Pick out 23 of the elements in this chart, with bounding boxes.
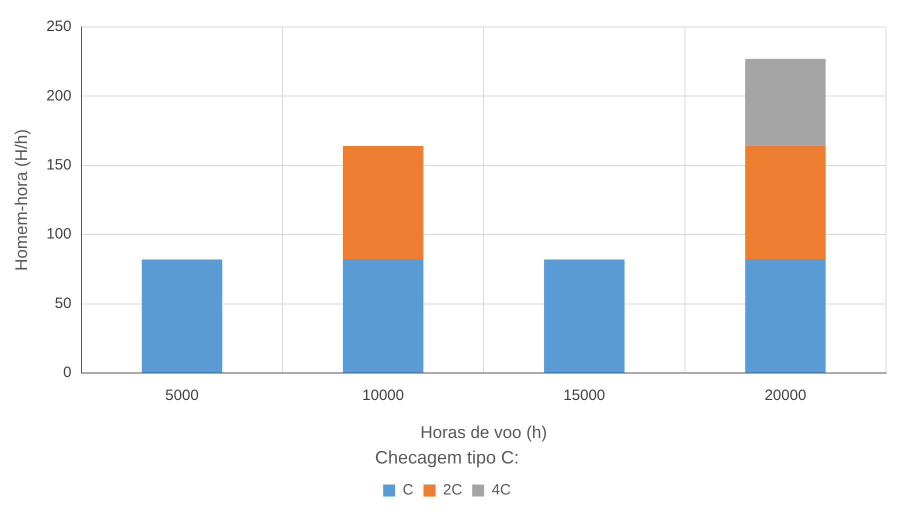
bar bbox=[745, 260, 826, 372]
x-axis-title: Horas de voo (h) bbox=[420, 422, 548, 442]
y-tick-label: 100 bbox=[46, 226, 72, 243]
y-tick-label: 0 bbox=[63, 364, 72, 382]
bar bbox=[544, 260, 625, 372]
x-tick-label: 5000 bbox=[165, 387, 199, 404]
legend-label: 2C bbox=[442, 482, 462, 499]
legend-title: Checagem tipo C: bbox=[374, 447, 520, 468]
y-tick-label: 50 bbox=[54, 294, 72, 312]
x-tick-label: 10000 bbox=[362, 387, 404, 404]
bar bbox=[745, 146, 826, 260]
y-axis-title: Homem-hora (H/h) bbox=[12, 129, 31, 271]
x-tick-label: 20000 bbox=[764, 387, 806, 404]
bar bbox=[142, 260, 222, 372]
bar bbox=[342, 260, 424, 372]
bar bbox=[745, 58, 826, 146]
y-tick-label: 200 bbox=[46, 87, 72, 104]
legend-label: C bbox=[402, 482, 414, 499]
y-tick-label: 250 bbox=[46, 18, 72, 36]
bar bbox=[342, 146, 424, 260]
y-tick-label: 150 bbox=[46, 156, 72, 174]
legend-label: 4C bbox=[492, 482, 512, 499]
x-tick-label: 15000 bbox=[563, 387, 606, 404]
